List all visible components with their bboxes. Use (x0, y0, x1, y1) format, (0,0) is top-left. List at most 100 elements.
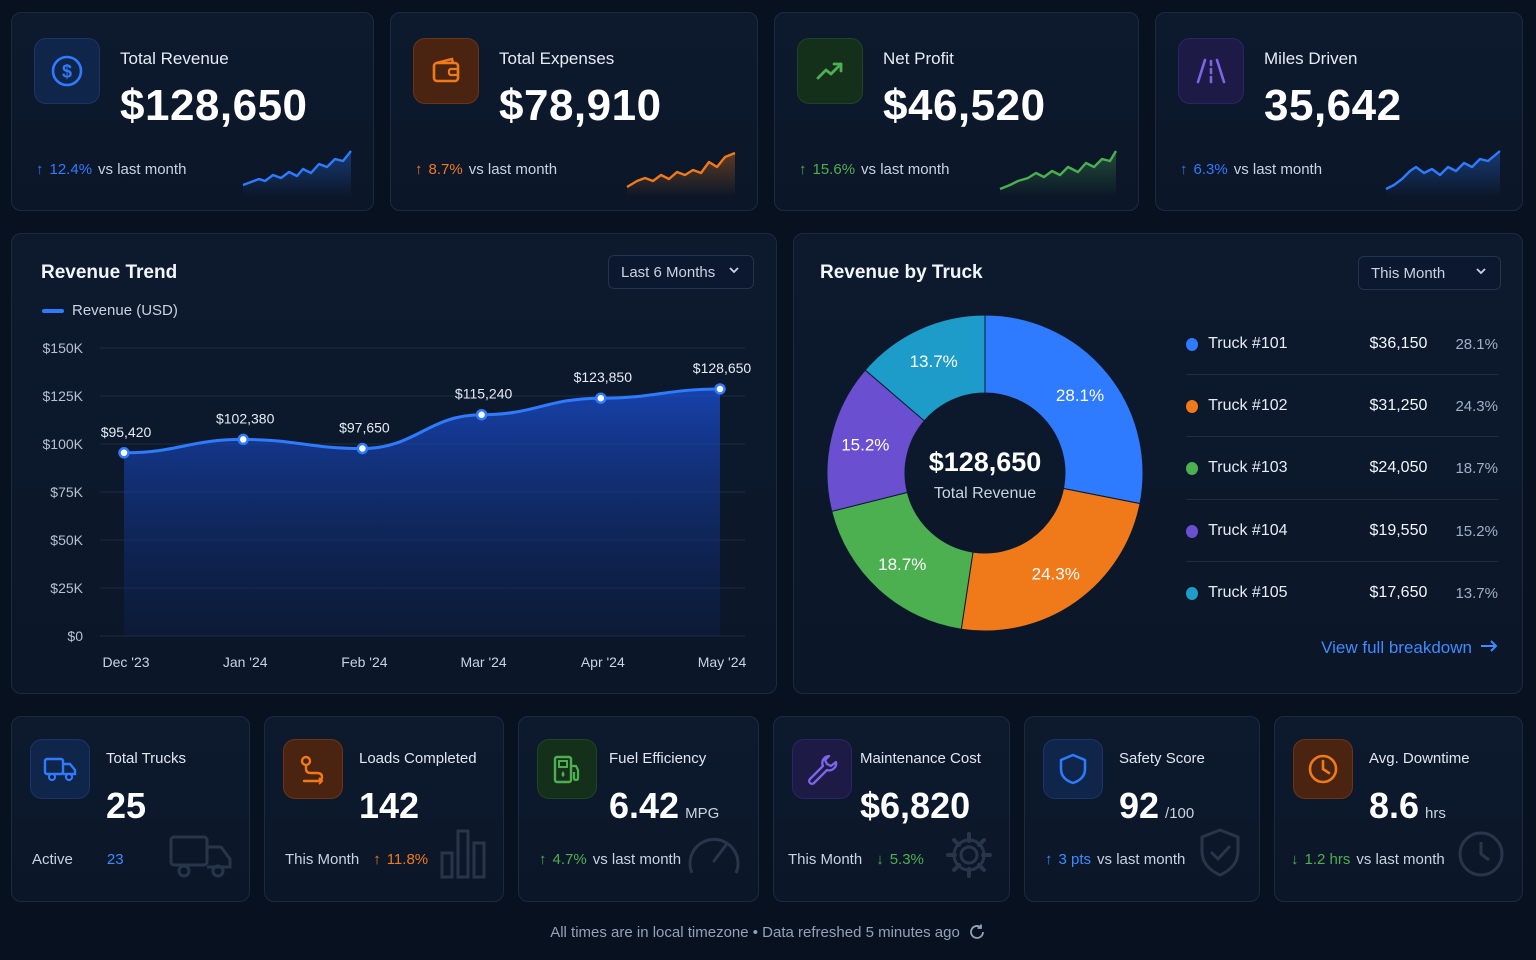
shield-icon (1043, 739, 1103, 799)
kpi-value: $78,910 (499, 81, 662, 130)
revenue-donut-chart: 28.1% 24.3% 18.7% 15.2% 13.7% $128,650 Total… (826, 314, 1144, 632)
stat-footer: This Month ↑ 11.8% (285, 851, 428, 868)
data-label: $123,850 (574, 369, 633, 385)
y-tick-label: $50K (50, 532, 83, 548)
donut-slice[interactable] (984, 314, 1144, 505)
arrow-up-icon: ↑ (799, 161, 807, 178)
stat-card-loads-completed: Loads Completed 142 This Month ↑ 11.8% (264, 716, 504, 902)
truck-name: Truck #101 (1208, 335, 1288, 352)
arrow-up-icon: ↑ (539, 851, 547, 868)
stat-unit: /100 (1165, 805, 1195, 822)
data-point[interactable] (356, 442, 369, 455)
truck-icon (169, 835, 232, 878)
kpi-label: Total Revenue (120, 49, 229, 68)
refresh-icon[interactable] (968, 923, 986, 941)
arrow-up-icon: ↑ (1045, 851, 1053, 868)
period-dropdown[interactable]: This Month (1358, 256, 1501, 290)
data-point[interactable] (237, 433, 249, 446)
truck-row-103[interactable]: Truck #103 $24,050 18.7% (1186, 437, 1498, 499)
slice-label: 18.7% (878, 555, 926, 574)
truck-row-102[interactable]: Truck #102 $31,250 24.3% (1186, 375, 1498, 437)
legend-swatch (42, 308, 64, 313)
stat-label: Maintenance Cost (860, 750, 981, 767)
truck-revenue: $36,150 (1369, 335, 1428, 352)
stat-footer-suffix: vs last month (592, 851, 682, 868)
road-icon (1178, 38, 1244, 104)
kpi-change-value: 12.4% (49, 161, 93, 178)
kpi-change: ↑ 8.7% vs last month (415, 161, 557, 178)
kpi-card-total-expenses: Total Expenses $78,910 ↑ 8.7% vs last mo… (390, 12, 758, 211)
slice-label: 13.7% (910, 352, 958, 371)
stat-value: 92/100 (1119, 785, 1194, 827)
stat-footer-suffix: vs last month (1356, 851, 1445, 868)
stat-value: 6.42 MPG (609, 785, 719, 827)
stat-value: 8.6 hrs (1369, 785, 1446, 827)
revenue-trend-panel: Revenue Trend Last 6 Months Revenue (USD… (11, 233, 777, 694)
y-tick-label: $125K (43, 388, 84, 404)
shield-check-icon (1200, 828, 1240, 877)
link-label: View full breakdown (1321, 638, 1472, 657)
legend-dot (1186, 337, 1199, 351)
row-divider (1186, 499, 1498, 500)
period-dropdown[interactable]: Last 6 Months (608, 255, 754, 289)
sparkline-chart (626, 151, 736, 197)
stat-footer-value: 23 (106, 851, 124, 868)
kpi-value: $46,520 (883, 81, 1046, 130)
x-tick-label: Mar '24 (460, 654, 506, 670)
stat-footer-change: 1.2 hrs (1304, 851, 1351, 868)
trending-up-icon (797, 38, 863, 104)
donut-slice[interactable] (960, 487, 1141, 632)
slice-label: 28.1% (1056, 386, 1104, 405)
stat-footer-label: This Month (285, 851, 360, 868)
data-label: $115,240 (455, 386, 513, 402)
arrow-up-icon: ↑ (415, 161, 423, 178)
truck-name: Truck #102 (1208, 397, 1288, 414)
x-tick-label: Dec '23 (102, 654, 149, 670)
stat-value: $6,820 (860, 785, 971, 826)
data-point[interactable] (595, 392, 607, 404)
data-point[interactable] (118, 447, 130, 459)
kpi-value: 35,642 (1264, 81, 1402, 130)
route-icon (283, 739, 343, 799)
stat-footer-change: 3 pts (1058, 851, 1092, 868)
truck-revenue: $31,250 (1369, 397, 1428, 414)
row-divider (1186, 374, 1498, 375)
arrow-right-icon (1480, 638, 1498, 658)
donut-slice[interactable] (864, 314, 986, 422)
stat-card-fuel-efficiency: Fuel Efficiency 6.42 MPG ↑ 4.7% vs last m… (518, 716, 759, 902)
stat-value: 142 (359, 785, 420, 826)
stat-footer: ↑ 4.7% vs last month (539, 851, 681, 868)
truck-row-101[interactable]: Truck #101 $36,150 28.1% (1186, 313, 1498, 375)
chart-legend: Revenue (USD) (42, 302, 178, 319)
truck-row-105[interactable]: Truck #105 $17,650 13.7% (1186, 562, 1498, 624)
arrow-up-icon: ↑ (1180, 161, 1188, 178)
chart-area-fill (124, 388, 720, 636)
truck-share: 15.2% (1455, 522, 1498, 540)
kpi-card-miles-driven: Miles Driven 35,642 ↑ 6.3% vs last month (1155, 12, 1523, 211)
sparkline-chart (242, 150, 352, 197)
bar-chart-icon (440, 829, 486, 879)
data-point[interactable] (714, 383, 726, 395)
legend-dot (1186, 586, 1199, 600)
gear-icon (946, 832, 992, 878)
stat-value-number: 8.6 (1369, 785, 1420, 826)
stat-footer-change: 11.8% (386, 851, 429, 868)
stat-footer: This Month ↓ 5.3% (788, 851, 924, 868)
donut-center-label: Total Revenue (934, 485, 1036, 502)
dropdown-value: Last 6 Months (621, 263, 716, 281)
view-full-breakdown-link[interactable]: View full breakdown (1321, 638, 1498, 658)
svg-text:$: $ (62, 62, 72, 82)
stat-label: Avg. Downtime (1369, 750, 1470, 767)
chart-series-line (123, 387, 721, 455)
row-divider (1186, 561, 1498, 562)
data-point[interactable] (475, 408, 488, 421)
truck-row-104[interactable]: Truck #104 $19,550 15.2% (1186, 500, 1498, 562)
kpi-label: Net Profit (883, 49, 954, 68)
donut-slice[interactable] (831, 491, 974, 630)
dropdown-value: This Month (1371, 264, 1446, 282)
footer-text: All times are in local timezone • Data r… (550, 923, 960, 941)
x-tick-label: Jan '24 (223, 654, 268, 670)
data-label: $128,650 (693, 360, 752, 376)
stat-label: Safety Score (1119, 750, 1205, 767)
panel-title: Revenue Trend (41, 262, 178, 283)
